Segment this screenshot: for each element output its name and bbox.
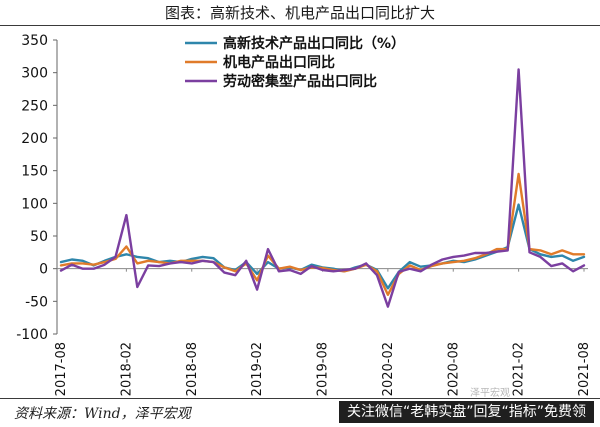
promo-banner: 关注微信“老韩实盘”回复“指标”免费领 bbox=[338, 401, 594, 423]
watermark: 泽平宏观 bbox=[470, 388, 510, 399]
y-tick-label: 300 bbox=[21, 66, 48, 82]
title-divider bbox=[0, 25, 600, 26]
chart-title: 图表：高新技术、机电产品出口同比扩大 bbox=[164, 4, 435, 22]
y-tick-label: -50 bbox=[25, 294, 48, 310]
legend-entry: 机电产品出口同比 bbox=[223, 54, 335, 71]
x-tick-label: 2018-08 bbox=[185, 342, 200, 396]
x-tick-label: 2020-02 bbox=[381, 342, 396, 396]
x-tick-label: 2017-08 bbox=[54, 342, 69, 396]
y-tick-label: 0 bbox=[39, 262, 48, 278]
legend-entry: 高新技术产品出口同比（%） bbox=[223, 35, 405, 52]
series-line-1 bbox=[59, 203, 586, 290]
source-note: 资料来源：Wind，泽平宏观 bbox=[14, 406, 191, 422]
x-tick-label: 2021-08 bbox=[577, 342, 592, 396]
y-tick-label: 350 bbox=[21, 33, 48, 49]
y-tick-label: 250 bbox=[21, 98, 48, 114]
series-line-3 bbox=[59, 68, 586, 308]
y-tick-label: 150 bbox=[21, 164, 48, 180]
y-tick-label: 50 bbox=[30, 229, 48, 245]
x-tick-label: 2020-08 bbox=[446, 342, 461, 396]
y-tick-label: -100 bbox=[16, 327, 48, 343]
line-chart: -100 -50 0 50 100 150 200 250 300 350 2017-08 2018-… bbox=[16, 33, 592, 396]
x-tick-label: 2019-02 bbox=[250, 342, 265, 396]
x-tick-label: 2018-02 bbox=[119, 342, 134, 396]
x-tick-label: 2019-08 bbox=[316, 342, 331, 396]
title-bar: 图表：高新技术、机电产品出口同比扩大 bbox=[0, 0, 600, 26]
legend-entry: 劳动密集型产品出口同比 bbox=[223, 73, 377, 90]
series-line-2 bbox=[59, 172, 586, 296]
y-tick-label: 100 bbox=[21, 196, 48, 212]
x-tick-label: 2021-02 bbox=[512, 342, 527, 396]
y-tick-label: 200 bbox=[21, 131, 48, 147]
footer-divider bbox=[0, 398, 600, 399]
